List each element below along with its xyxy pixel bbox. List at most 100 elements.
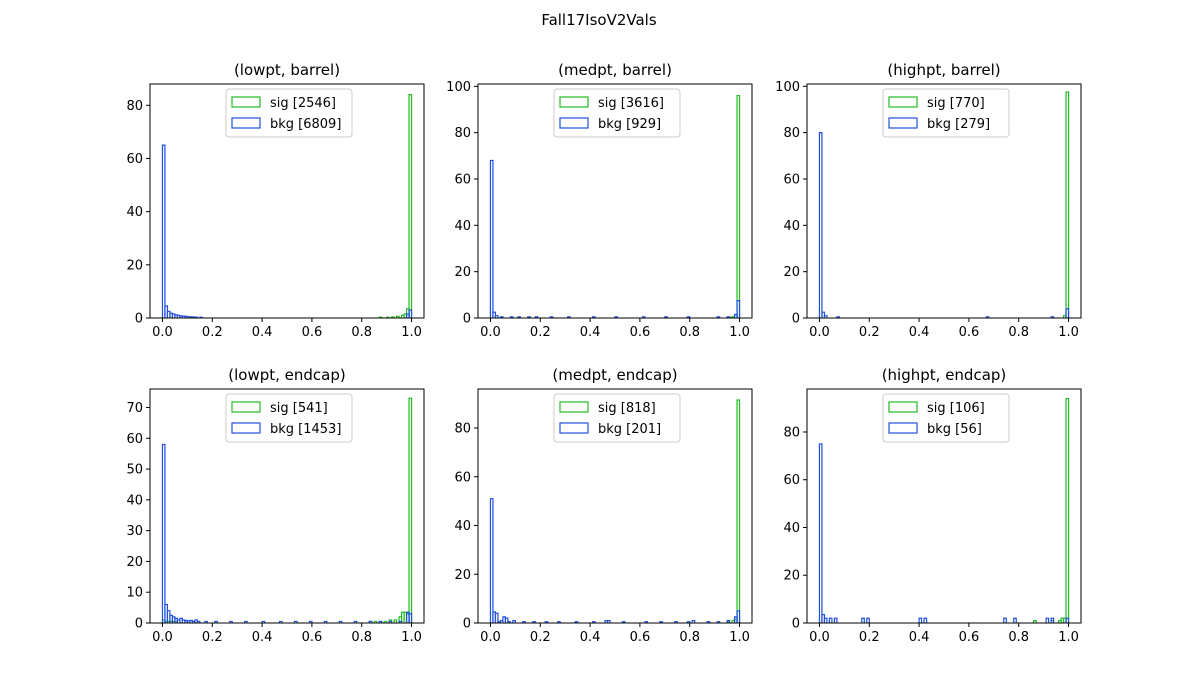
legend-frame bbox=[553, 88, 681, 138]
x-tick-label: 0.0 bbox=[152, 630, 173, 645]
x-tick-label: 0.8 bbox=[351, 325, 372, 340]
bkg-bar bbox=[621, 621, 626, 623]
x-tick-label: 1.0 bbox=[401, 630, 422, 645]
bkg-bar bbox=[574, 621, 579, 623]
subplot-6: (highpt, endcap) 0.0 0.2 0.4 0.6 0.8 1.0 0 20 40 6… bbox=[783, 366, 1082, 645]
bkg-bar bbox=[494, 612, 499, 623]
subplot-2: (medpt, barrel) 0.0 0.2 0.4 0.6 0.8 1.0 0 20 40 60… bbox=[446, 61, 753, 340]
bkg-bar bbox=[534, 316, 539, 318]
bkg-bar bbox=[196, 620, 201, 623]
bkg-bar bbox=[716, 316, 721, 318]
bkg-bar bbox=[716, 621, 721, 623]
x-tick-label: 0.0 bbox=[809, 630, 830, 645]
x-tick-label: 0.0 bbox=[480, 630, 501, 645]
bkg-bar bbox=[517, 316, 521, 318]
y-tick-label: 0 bbox=[792, 312, 800, 327]
legend-swatch-bkg bbox=[559, 117, 589, 129]
sig-bar bbox=[393, 619, 398, 623]
subplot-title: (lowpt, barrel) bbox=[234, 61, 340, 79]
sig-bar bbox=[1065, 91, 1070, 318]
sig-bar bbox=[396, 315, 400, 318]
sig-bar bbox=[408, 397, 413, 623]
subplot-title: (medpt, barrel) bbox=[558, 61, 672, 79]
legend-swatch-bkg bbox=[231, 117, 261, 129]
bkg-bar bbox=[691, 619, 696, 623]
bkg-bar bbox=[532, 621, 536, 623]
sig-bar bbox=[1065, 397, 1070, 623]
legend-swatch-bkg bbox=[888, 422, 918, 434]
y-tick-label: 100 bbox=[775, 80, 800, 95]
bkg-bar bbox=[1050, 617, 1055, 623]
x-tick-label: 1.0 bbox=[1058, 630, 1079, 645]
bkg-bar bbox=[557, 621, 561, 623]
legend-label-bkg: bkg [929] bbox=[598, 117, 661, 132]
legend-label-bkg: bkg [279] bbox=[927, 117, 990, 132]
x-tick-label: 0.4 bbox=[580, 325, 601, 340]
plot-area bbox=[489, 94, 741, 318]
bkg-bar bbox=[544, 621, 549, 623]
y-tick-label: 80 bbox=[454, 422, 471, 437]
bkg-bar bbox=[641, 316, 646, 318]
bkg-bar bbox=[388, 620, 393, 623]
axes-frame bbox=[149, 83, 425, 319]
y-tick-label: 40 bbox=[126, 205, 143, 220]
bkg-bar bbox=[659, 621, 663, 623]
sig-bar bbox=[736, 94, 741, 318]
plot-area bbox=[818, 91, 1070, 318]
legend: sig [541] bkg [1453] bbox=[225, 393, 353, 443]
bkg-bar bbox=[509, 316, 514, 318]
x-tick-label: 0.6 bbox=[302, 325, 323, 340]
axes-frame bbox=[477, 388, 753, 624]
bkg-bar bbox=[549, 316, 554, 318]
bkg-bar bbox=[836, 316, 840, 318]
bkg-bar bbox=[323, 620, 328, 623]
bkg-bar bbox=[353, 620, 358, 623]
bkg-bar bbox=[398, 620, 403, 623]
bkg-bar bbox=[644, 621, 648, 623]
bkg-bar bbox=[214, 620, 218, 623]
bkg-bar bbox=[686, 621, 691, 623]
legend-swatch-sig bbox=[231, 401, 261, 413]
legend-frame bbox=[882, 393, 1010, 443]
bkg-bar bbox=[1065, 617, 1070, 623]
y-tick-label: 20 bbox=[783, 265, 800, 280]
x-tick-label: 0.2 bbox=[859, 630, 880, 645]
legend-label-sig: sig [3616] bbox=[598, 96, 664, 111]
bkg-bar bbox=[204, 620, 208, 623]
subplot-title: (highpt, barrel) bbox=[887, 61, 1000, 79]
bkg-bar bbox=[527, 316, 531, 318]
subplot-title: (lowpt, endcap) bbox=[228, 366, 345, 384]
legend-label-bkg: bkg [1453] bbox=[270, 422, 341, 437]
y-tick-label: 20 bbox=[783, 569, 800, 584]
bkg-bar bbox=[591, 621, 596, 623]
x-tick-label: 0.8 bbox=[1008, 325, 1029, 340]
bkg-bar bbox=[261, 620, 266, 623]
legend-swatch-bkg bbox=[888, 117, 918, 129]
y-tick-label: 20 bbox=[454, 265, 471, 280]
legend-label-sig: sig [818] bbox=[598, 401, 656, 416]
legend-label-bkg: bkg [201] bbox=[598, 422, 661, 437]
y-tick-label: 50 bbox=[126, 463, 143, 478]
bkg-bar bbox=[664, 316, 668, 318]
bkg-bar bbox=[499, 316, 504, 318]
x-tick-label: 0.4 bbox=[909, 325, 930, 340]
x-tick-label: 0.8 bbox=[679, 630, 700, 645]
x-tick-label: 0.8 bbox=[679, 325, 700, 340]
bkg-bar bbox=[161, 144, 166, 318]
subplot-3: (highpt, barrel) 0.0 0.2 0.4 0.6 0.8 1.0 0 20 40 6… bbox=[775, 61, 1082, 340]
bkg-bar bbox=[1003, 617, 1007, 623]
subplot-1: (lowpt, barrel) 0.0 0.2 0.4 0.6 0.8 1.0 0 20 40 60… bbox=[126, 61, 425, 340]
bkg-bar bbox=[161, 443, 166, 623]
bkg-bar bbox=[229, 620, 233, 623]
bkg-bar bbox=[861, 617, 865, 623]
bkg-bar bbox=[923, 617, 928, 623]
x-tick-label: 0.4 bbox=[252, 325, 273, 340]
bkg-bar bbox=[818, 443, 823, 623]
y-tick-label: 0 bbox=[792, 617, 800, 632]
bkg-bar bbox=[408, 613, 413, 623]
bkg-bar bbox=[866, 617, 870, 623]
legend-label-sig: sig [541] bbox=[270, 401, 328, 416]
bkg-bar bbox=[494, 315, 499, 318]
x-tick-label: 0.0 bbox=[152, 325, 173, 340]
